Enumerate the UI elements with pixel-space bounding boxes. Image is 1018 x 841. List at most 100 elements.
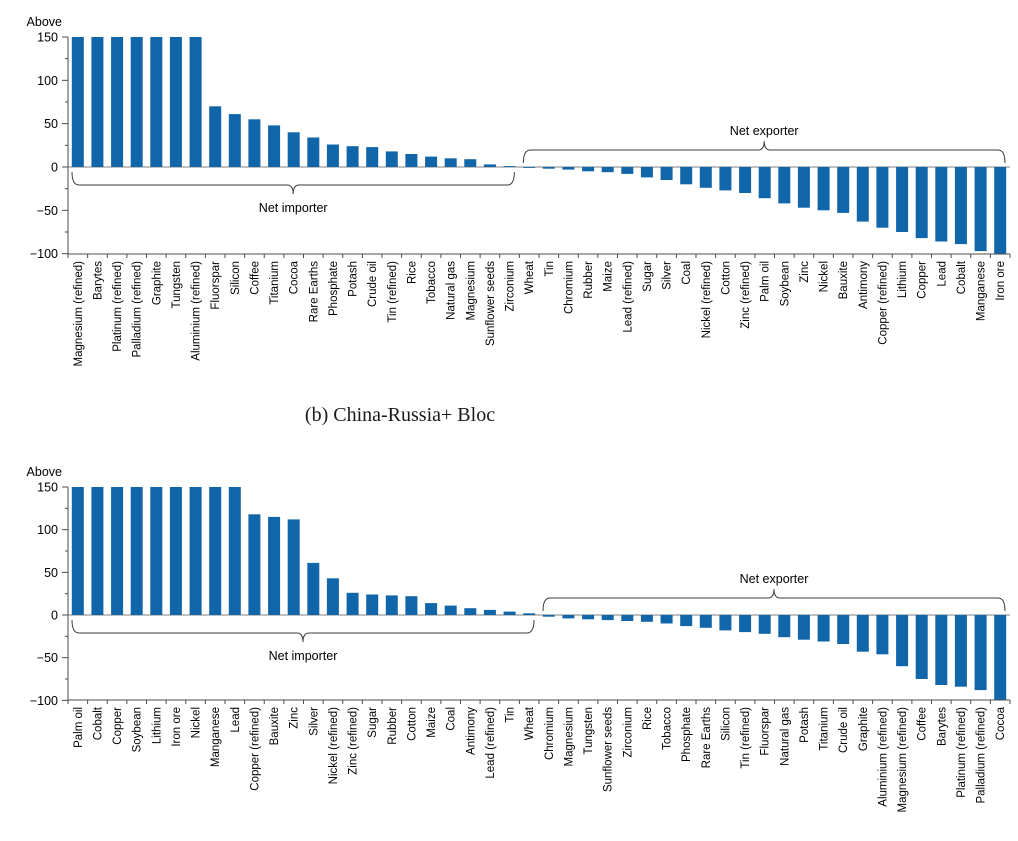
bar-coffee <box>915 615 928 679</box>
category-label: Soybean <box>779 261 791 306</box>
category-label: Wheat <box>524 260 536 294</box>
bar-barytes <box>91 37 104 167</box>
bar-palladium-refined <box>974 615 987 691</box>
bar-silicon <box>228 114 241 167</box>
bar-nickel <box>189 487 202 615</box>
category-label: Manganese <box>976 261 988 321</box>
bar-magnesium-refined <box>71 37 84 167</box>
bar-rare-earths <box>699 615 712 628</box>
category-label: Titanium <box>269 261 281 305</box>
bar-bauxite <box>268 516 281 615</box>
category-label: Manganese <box>210 707 222 767</box>
category-label: Sugar <box>642 261 654 292</box>
category-label: Potash <box>348 261 360 297</box>
bar-silver <box>307 562 320 615</box>
bar-rice <box>640 615 653 622</box>
category-label: Sunflower seeds <box>485 261 497 346</box>
category-label: Rubber <box>387 707 399 745</box>
category-label: Tobacco <box>426 261 438 304</box>
bar-copper <box>915 167 928 239</box>
net-importer-label: Net importer <box>269 649 338 663</box>
category-label: Silicon <box>720 707 732 741</box>
category-label: Bauxite <box>838 261 850 299</box>
above-cap-label: Above <box>27 465 62 479</box>
category-label: Graphite <box>151 261 163 305</box>
y-tick-label: 0 <box>51 609 58 623</box>
category-label: Potash <box>799 707 811 743</box>
category-label: Crude oil <box>838 707 850 753</box>
category-label: Phosphate <box>681 707 693 762</box>
category-label: Aluminium (refined) <box>877 707 889 807</box>
category-label: Zinc <box>289 707 301 729</box>
category-label: Tungsten <box>171 261 183 309</box>
bar-zinc <box>287 519 300 615</box>
category-label: Lithium <box>897 261 909 298</box>
category-label: Rice <box>642 707 654 730</box>
panel-b-caption: (b) China-Russia+ Bloc <box>304 404 496 426</box>
y-tick-label: 150 <box>37 30 58 44</box>
bar-cobalt <box>91 487 104 615</box>
bar-copper <box>111 487 124 615</box>
category-label: Platinum (refined) <box>956 707 968 798</box>
category-label: Magnesium (refined) <box>73 261 85 367</box>
bar-chromium <box>562 167 575 170</box>
category-label: Barytes <box>92 261 104 300</box>
bar-zinc <box>797 167 810 208</box>
bar-tungsten <box>169 37 182 167</box>
category-label: Coal <box>681 261 693 285</box>
category-label: Wheat <box>524 706 536 740</box>
above-cap-label: Above <box>27 15 62 29</box>
bar-silver <box>660 167 673 180</box>
category-label: Lead (refined) <box>622 261 634 333</box>
panel-b-chart: −100 −50 0 50 100 150 Above Palm oil Cobalt Coppe… <box>27 465 1011 812</box>
category-label: Lead <box>230 707 242 733</box>
bar-aluminium-refined <box>189 37 202 167</box>
bar-cocoa <box>994 615 1007 701</box>
y-tick-label: 0 <box>51 161 58 175</box>
category-label: Cotton <box>406 707 418 741</box>
category-label: Natural gas <box>446 261 458 320</box>
category-label: Zinc (refined) <box>348 707 360 775</box>
bar-cobalt <box>954 167 967 245</box>
bar-sunflower-seeds <box>601 615 614 621</box>
category-label: Cocoa <box>995 706 1007 740</box>
bar-nickel-refined <box>326 578 339 615</box>
net-exporter-label: Net exporter <box>730 124 799 138</box>
category-label: Fluorspar <box>210 261 222 310</box>
bar-maize <box>425 603 438 615</box>
bar-magnesium <box>464 159 477 167</box>
bar-manganese <box>209 487 222 615</box>
net-exporter-label: Net exporter <box>740 572 809 586</box>
bar-phosphate <box>680 615 693 627</box>
category-label: Natural gas <box>779 707 791 766</box>
category-label: Rice <box>406 261 418 284</box>
bar-magnesium <box>562 615 575 619</box>
category-label: Iron ore <box>995 261 1007 301</box>
category-label: Chromium <box>563 261 575 314</box>
category-label: Copper <box>917 261 929 299</box>
category-label: Nickel <box>819 261 831 292</box>
bar-manganese <box>974 167 987 252</box>
bar-tin <box>503 611 516 615</box>
bar-cotton <box>719 167 732 191</box>
bar-silicon <box>719 615 732 631</box>
bar-palm-oil <box>71 487 84 615</box>
category-label: Bauxite <box>269 707 281 745</box>
y-tick-label: −50 <box>37 204 58 218</box>
bar-natural-gas <box>778 615 791 638</box>
bar-potash <box>346 146 359 167</box>
bar-rice <box>405 154 418 167</box>
category-label: Nickel (refined) <box>328 707 340 784</box>
category-label: Coal <box>446 707 458 731</box>
bar-copper-refined <box>248 514 261 615</box>
y-tick-label: −100 <box>30 694 58 708</box>
bar-wheat <box>523 613 536 615</box>
category-label: Iron ore <box>171 707 183 747</box>
bar-aluminium-refined <box>876 615 889 655</box>
bar-nickel <box>817 167 830 211</box>
bar-zirconium <box>503 166 516 167</box>
bar-crude-oil <box>366 147 379 167</box>
net-importer-brace <box>71 171 515 195</box>
category-label: Sugar <box>367 707 379 738</box>
